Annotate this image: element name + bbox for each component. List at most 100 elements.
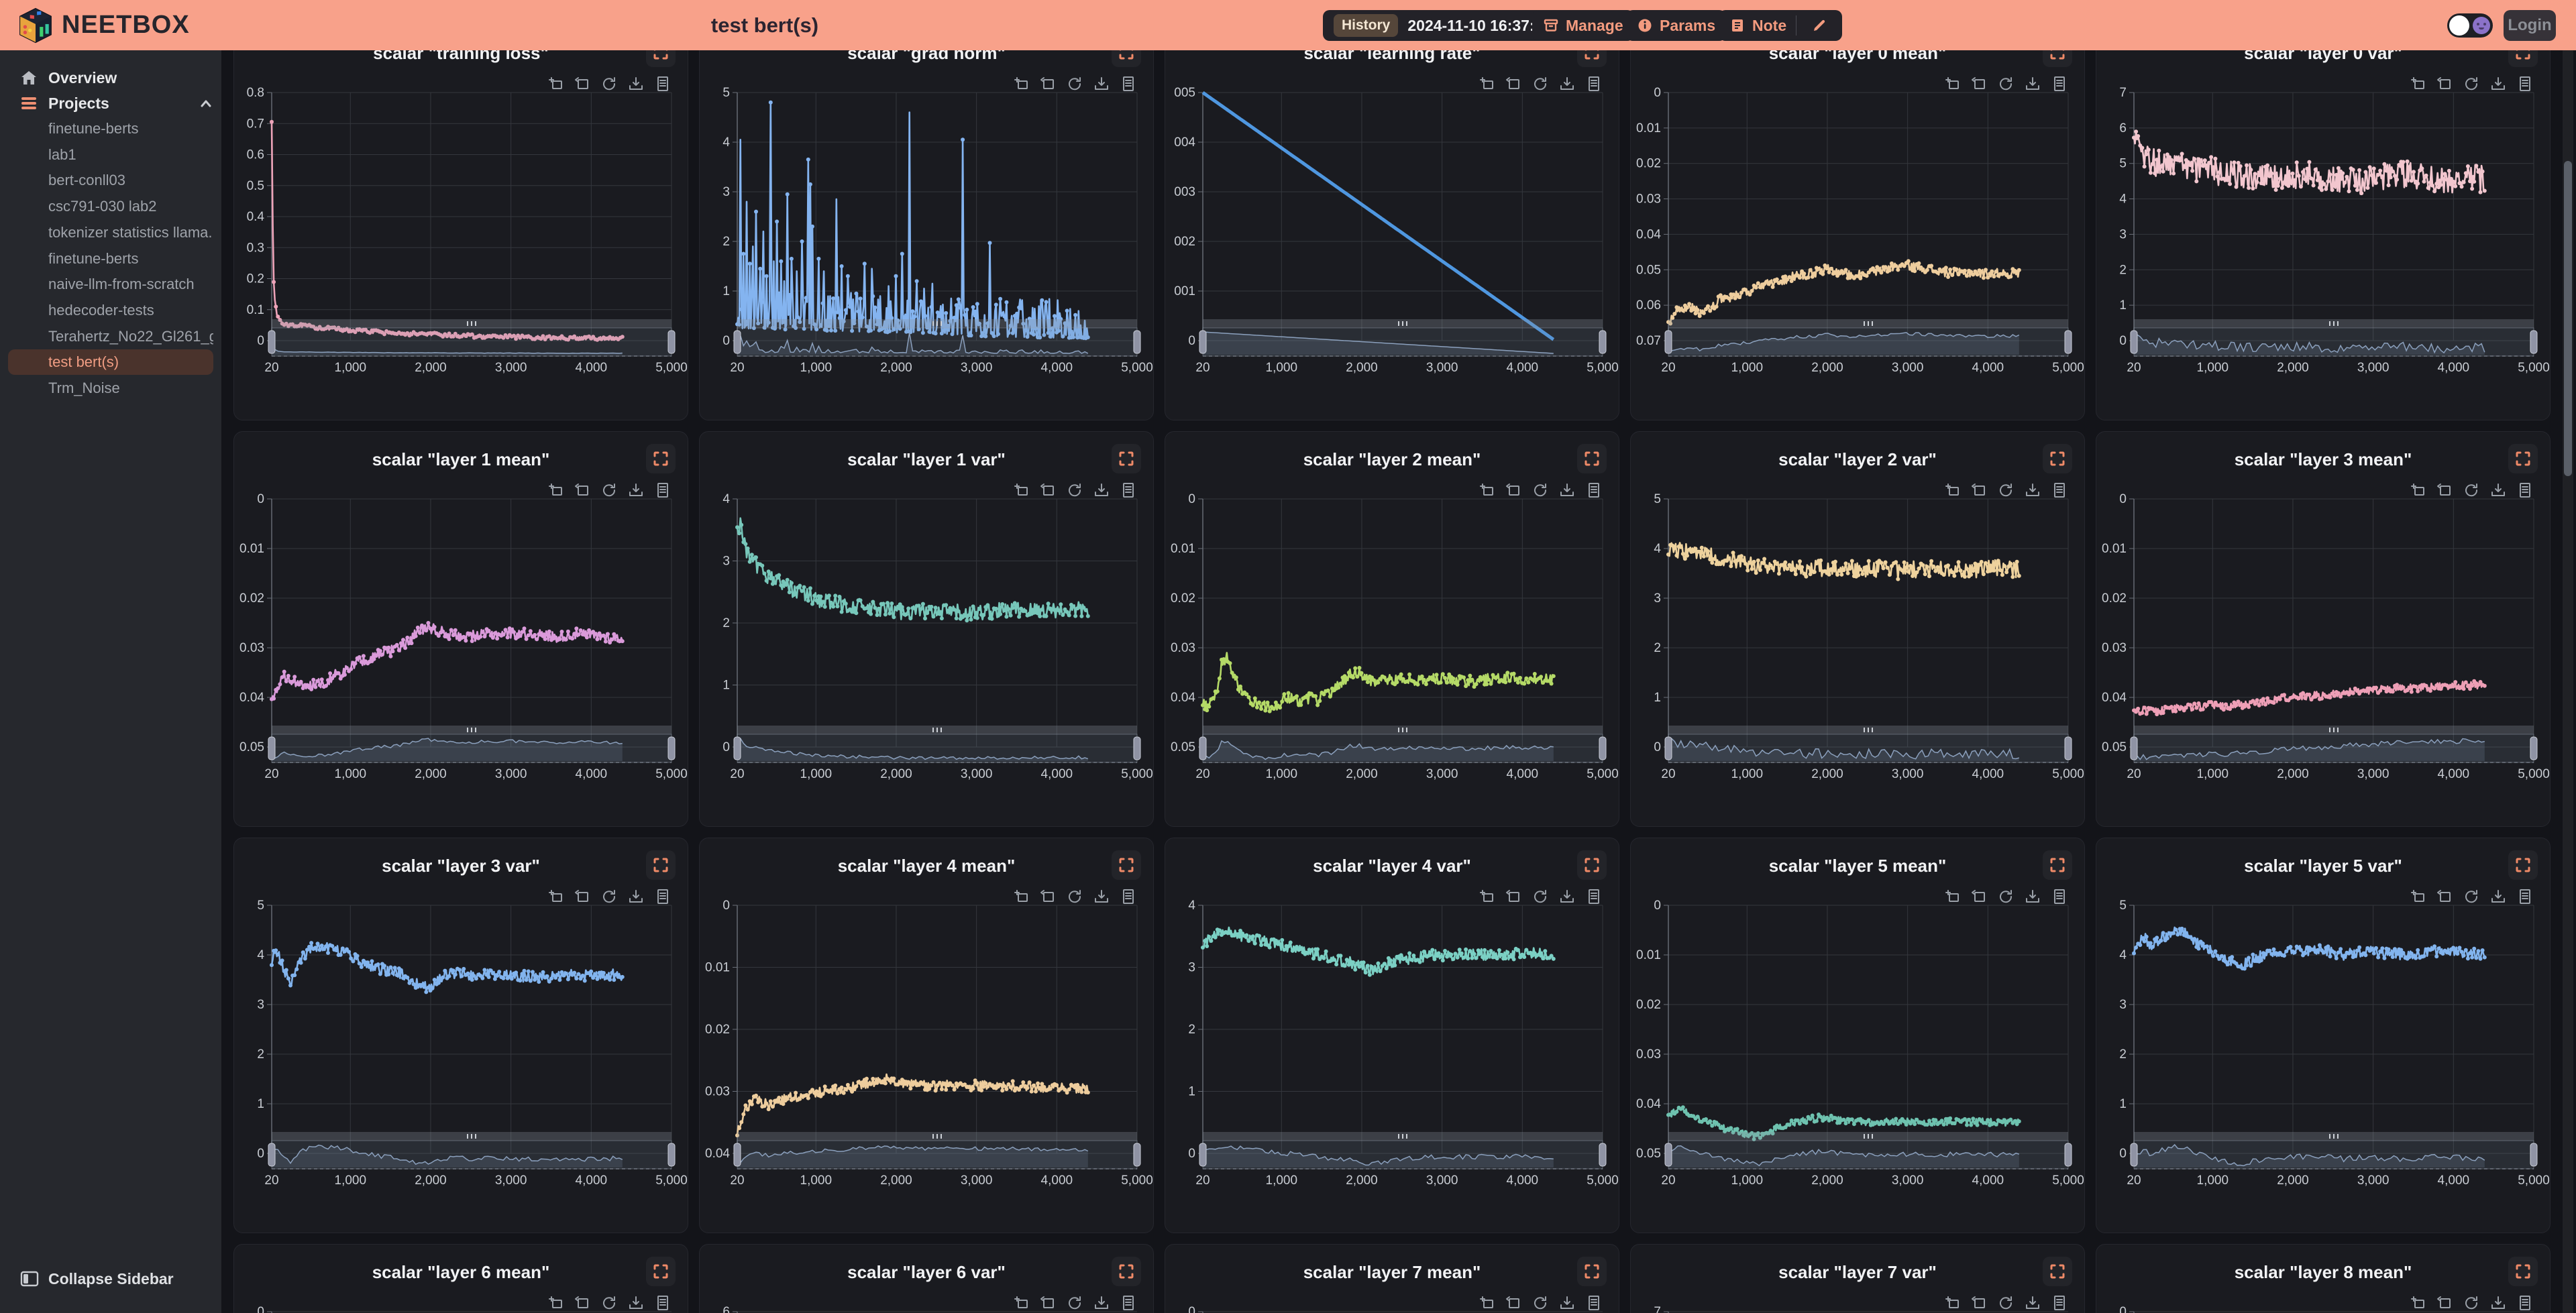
data-view-icon[interactable] xyxy=(1585,75,1603,93)
restore-icon[interactable] xyxy=(2463,1294,2480,1312)
data-view-icon[interactable] xyxy=(2051,1294,2068,1312)
navigator-handle-left[interactable] xyxy=(268,330,276,354)
navigator-handle-right[interactable] xyxy=(667,330,676,354)
navigator-handle-left[interactable] xyxy=(1664,330,1672,354)
zoom-reset-icon[interactable] xyxy=(1970,75,1988,93)
restore-icon[interactable] xyxy=(600,888,618,905)
params-button[interactable]: Params xyxy=(1626,10,1727,41)
note-button[interactable]: Note xyxy=(1719,10,1843,41)
save-image-icon[interactable] xyxy=(2024,75,2041,93)
expand-chart-button[interactable] xyxy=(1577,850,1607,880)
zoom-select-icon[interactable] xyxy=(2409,75,2426,93)
zoom-select-icon[interactable] xyxy=(1478,75,1495,93)
zoom-reset-icon[interactable] xyxy=(574,888,591,905)
manage-button[interactable]: Manage xyxy=(1532,10,1634,41)
data-view-icon[interactable] xyxy=(654,1294,672,1312)
data-view-icon[interactable] xyxy=(654,888,672,905)
zoom-reset-icon[interactable] xyxy=(574,481,591,499)
sidebar-project-item[interactable]: hedecoder-tests xyxy=(48,301,154,319)
data-view-icon[interactable] xyxy=(2051,888,2068,905)
sidebar-project-item[interactable]: lab1 xyxy=(48,146,76,163)
navigator-handle-right[interactable] xyxy=(2064,1143,2072,1167)
expand-chart-button[interactable] xyxy=(2508,1257,2538,1286)
save-image-icon[interactable] xyxy=(1093,481,1110,499)
data-zoom-navigator[interactable] xyxy=(2130,1132,2538,1169)
data-view-icon[interactable] xyxy=(1120,75,1137,93)
zoom-select-icon[interactable] xyxy=(1478,888,1495,905)
data-zoom-navigator[interactable] xyxy=(1199,319,1607,357)
zoom-reset-icon[interactable] xyxy=(1970,888,1988,905)
zoom-select-icon[interactable] xyxy=(2409,1294,2426,1312)
zoom-reset-icon[interactable] xyxy=(1505,1294,1522,1312)
navigator-handle-right[interactable] xyxy=(2530,1143,2538,1167)
save-image-icon[interactable] xyxy=(2489,75,2507,93)
expand-chart-button[interactable] xyxy=(1577,444,1607,473)
edit-note-button[interactable] xyxy=(1803,10,1842,41)
navigator-handle-left[interactable] xyxy=(733,736,741,760)
zoom-select-icon[interactable] xyxy=(1943,75,1961,93)
zoom-reset-icon[interactable] xyxy=(1039,888,1057,905)
sidebar-item-projects[interactable]: Projects xyxy=(0,91,221,116)
navigator-handle-right[interactable] xyxy=(2530,330,2538,354)
navigator-handle-right[interactable] xyxy=(1133,1143,1141,1167)
scrollbar-track[interactable] xyxy=(2563,50,2573,1313)
save-image-icon[interactable] xyxy=(627,75,645,93)
restore-icon[interactable] xyxy=(600,1294,618,1312)
save-image-icon[interactable] xyxy=(2489,481,2507,499)
save-image-icon[interactable] xyxy=(1093,888,1110,905)
data-view-icon[interactable] xyxy=(2516,1294,2534,1312)
zoom-select-icon[interactable] xyxy=(1012,888,1030,905)
navigator-handle-right[interactable] xyxy=(2064,330,2072,354)
theme-toggle[interactable] xyxy=(2447,13,2493,38)
data-zoom-navigator[interactable] xyxy=(733,726,1141,763)
data-view-icon[interactable] xyxy=(1120,1294,1137,1312)
restore-icon[interactable] xyxy=(1997,481,2015,499)
data-view-icon[interactable] xyxy=(1120,888,1137,905)
zoom-select-icon[interactable] xyxy=(1478,481,1495,499)
sidebar-project-item[interactable]: test bert(s) xyxy=(8,349,213,376)
navigator-handle-left[interactable] xyxy=(1664,736,1672,760)
data-zoom-navigator[interactable] xyxy=(1199,1132,1607,1169)
navigator-handle-right[interactable] xyxy=(1599,1143,1607,1167)
sidebar-project-item[interactable]: Terahertz_No22_Gl261_gl... xyxy=(48,327,213,345)
expand-chart-button[interactable] xyxy=(1112,444,1141,473)
restore-icon[interactable] xyxy=(1532,481,1549,499)
zoom-select-icon[interactable] xyxy=(1012,75,1030,93)
data-view-icon[interactable] xyxy=(2516,888,2534,905)
expand-chart-button[interactable] xyxy=(646,1257,676,1286)
navigator-handle-left[interactable] xyxy=(2130,330,2138,354)
save-image-icon[interactable] xyxy=(2024,1294,2041,1312)
navigator-handle-left[interactable] xyxy=(733,330,741,354)
login-button[interactable]: Login xyxy=(2504,10,2556,41)
zoom-reset-icon[interactable] xyxy=(2436,1294,2453,1312)
data-zoom-navigator[interactable] xyxy=(2130,319,2538,357)
restore-icon[interactable] xyxy=(1066,75,1083,93)
zoom-reset-icon[interactable] xyxy=(2436,75,2453,93)
restore-icon[interactable] xyxy=(1997,75,2015,93)
zoom-select-icon[interactable] xyxy=(547,888,564,905)
data-view-icon[interactable] xyxy=(654,481,672,499)
data-view-icon[interactable] xyxy=(1585,888,1603,905)
sidebar-item-overview[interactable]: Overview xyxy=(0,65,221,91)
zoom-reset-icon[interactable] xyxy=(574,75,591,93)
save-image-icon[interactable] xyxy=(2024,888,2041,905)
zoom-reset-icon[interactable] xyxy=(2436,888,2453,905)
data-zoom-navigator[interactable] xyxy=(268,726,676,763)
restore-icon[interactable] xyxy=(1532,75,1549,93)
expand-chart-button[interactable] xyxy=(2043,1257,2072,1286)
navigator-handle-left[interactable] xyxy=(1664,1143,1672,1167)
zoom-select-icon[interactable] xyxy=(1012,481,1030,499)
restore-icon[interactable] xyxy=(1997,888,2015,905)
save-image-icon[interactable] xyxy=(1093,75,1110,93)
save-image-icon[interactable] xyxy=(627,1294,645,1312)
sidebar-project-item[interactable]: csc791-030 lab2 xyxy=(48,198,157,215)
zoom-select-icon[interactable] xyxy=(547,1294,564,1312)
data-view-icon[interactable] xyxy=(2051,75,2068,93)
navigator-handle-right[interactable] xyxy=(1599,330,1607,354)
data-view-icon[interactable] xyxy=(2516,75,2534,93)
expand-chart-button[interactable] xyxy=(2043,444,2072,473)
navigator-handle-left[interactable] xyxy=(2130,736,2138,760)
data-zoom-navigator[interactable] xyxy=(1664,1132,2072,1169)
save-image-icon[interactable] xyxy=(627,888,645,905)
zoom-reset-icon[interactable] xyxy=(1970,1294,1988,1312)
